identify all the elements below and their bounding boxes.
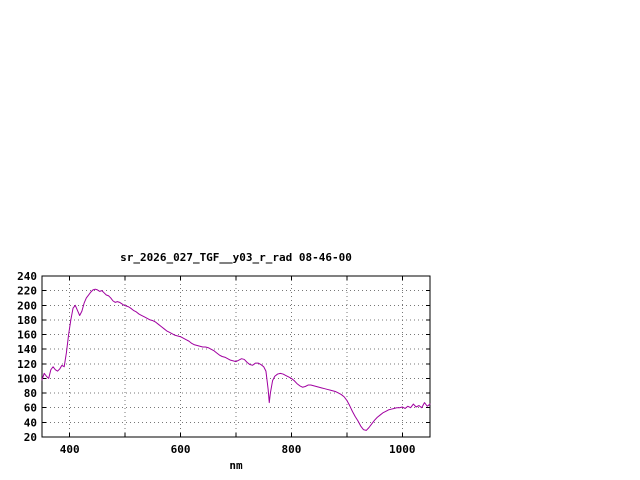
chart-title: sr_2026_027_TGF__y03_r_rad 08-46-00	[120, 251, 352, 264]
y-tick-label: 240	[17, 270, 37, 283]
y-tick-label: 20	[24, 431, 37, 444]
x-tick-label: 600	[171, 443, 191, 456]
x-axis-label: nm	[229, 459, 243, 472]
y-tick-label: 40	[24, 416, 37, 429]
y-tick-label: 100	[17, 372, 37, 385]
y-tick-label: 160	[17, 329, 37, 342]
y-tick-label: 200	[17, 299, 37, 312]
y-tick-label: 120	[17, 358, 37, 371]
x-tick-label: 400	[60, 443, 80, 456]
y-tick-label: 80	[24, 387, 37, 400]
x-tick-label: 1000	[389, 443, 416, 456]
y-tick-label: 220	[17, 285, 37, 298]
x-tick-label: 800	[281, 443, 301, 456]
y-tick-label: 140	[17, 343, 37, 356]
y-tick-label: 180	[17, 314, 37, 327]
y-tick-label: 60	[24, 402, 37, 415]
spectrum-line	[41, 288, 431, 431]
